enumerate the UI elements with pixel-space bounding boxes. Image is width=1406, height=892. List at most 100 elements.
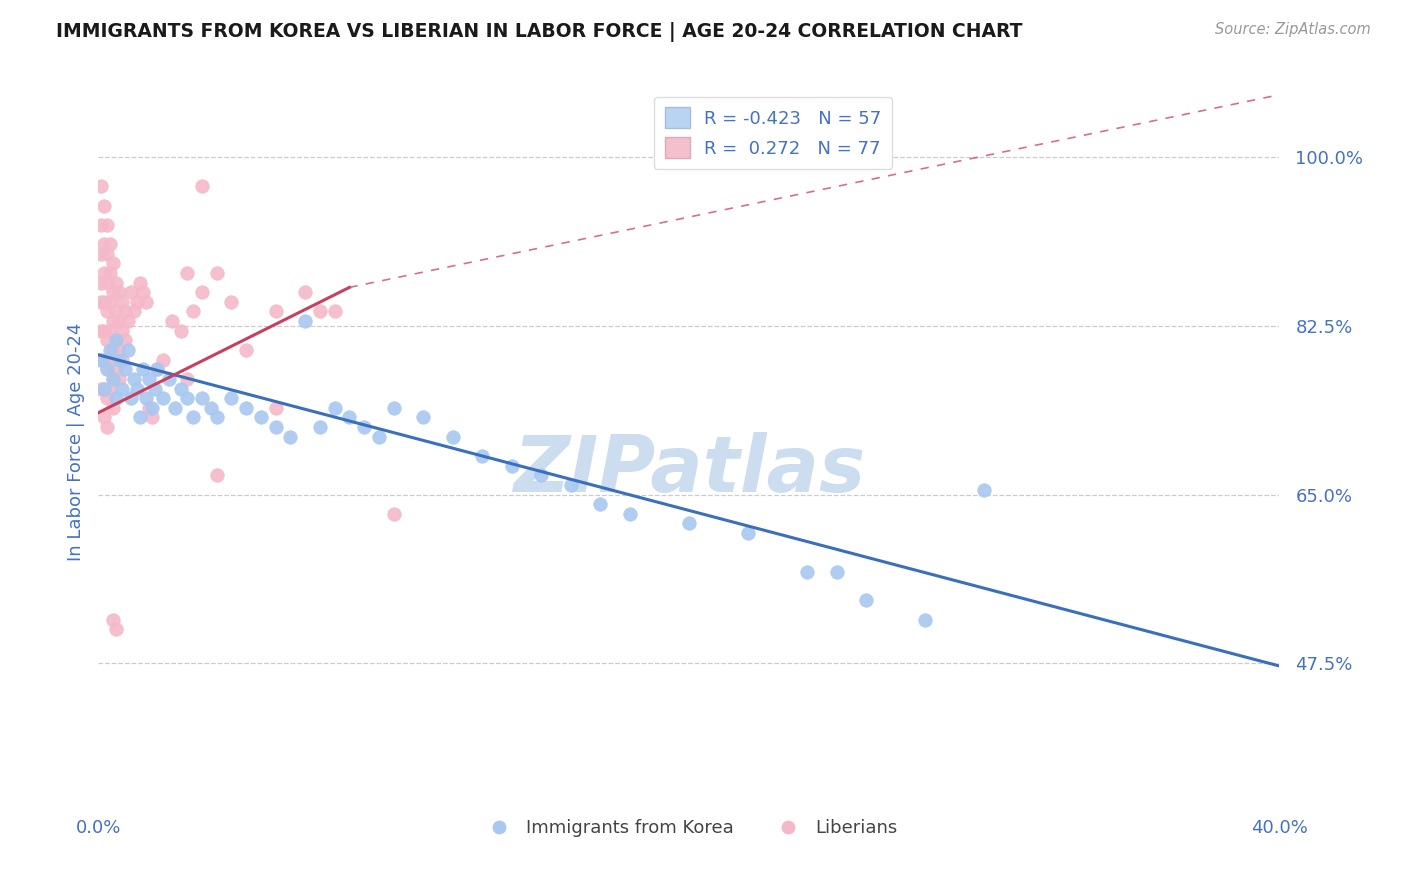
Y-axis label: In Labor Force | Age 20-24: In Labor Force | Age 20-24 [66,322,84,561]
Point [96,362,118,376]
Point [135,294,157,309]
Point [264,401,287,415]
Point [152,352,174,367]
Point [132,285,155,300]
Point [441,430,464,444]
Point [93,382,115,396]
Point [105,623,128,637]
Point [125,294,148,309]
Point [589,497,612,511]
Point [103,256,125,270]
Point [309,420,332,434]
Point [93,382,115,396]
Point [191,391,214,405]
Point [181,304,204,318]
Point [90,324,112,338]
Point [105,334,128,348]
Point [221,391,243,405]
Point [323,304,346,318]
Point [294,314,316,328]
Point [96,420,118,434]
Point [235,343,257,357]
Point [90,276,112,290]
Point [93,410,115,425]
Point [90,382,112,396]
Point [825,565,848,579]
Point [117,314,139,328]
Point [114,304,136,318]
Point [98,324,121,338]
Text: ZIPatlas: ZIPatlas [513,433,865,508]
Point [90,179,112,194]
Point [128,410,150,425]
Point [796,565,818,579]
Point [98,382,121,396]
Point [103,372,125,386]
Point [146,362,169,376]
Point [471,449,494,463]
Point [108,372,131,386]
Point [111,352,134,367]
Point [135,391,157,405]
Point [170,324,193,338]
Point [120,391,142,405]
Point [619,507,641,521]
Point [914,613,936,627]
Text: Source: ZipAtlas.com: Source: ZipAtlas.com [1215,22,1371,37]
Point [560,478,582,492]
Point [855,593,877,607]
Point [165,401,187,415]
Point [294,285,316,300]
Point [191,285,214,300]
Point [108,285,131,300]
Point [146,362,169,376]
Point [111,324,134,338]
Point [105,362,128,376]
Point [117,343,139,357]
Point [138,372,160,386]
Point [93,294,115,309]
Legend: Immigrants from Korea, Liberians: Immigrants from Korea, Liberians [474,812,904,845]
Point [93,237,115,252]
Point [125,382,148,396]
Point [108,314,131,328]
Point [176,391,198,405]
Point [105,276,128,290]
Point [90,246,112,260]
Point [141,401,163,415]
Point [176,266,198,280]
Point [108,343,131,357]
Point [501,458,523,473]
Point [132,362,155,376]
Point [191,179,214,194]
Point [221,294,243,309]
Point [103,285,125,300]
Point [93,198,115,212]
Point [382,507,405,521]
Point [170,382,193,396]
Point [280,430,302,444]
Point [309,304,332,318]
Point [353,420,375,434]
Point [122,304,145,318]
Point [152,391,174,405]
Point [93,352,115,367]
Point [98,266,121,280]
Point [382,401,405,415]
Point [141,410,163,425]
Point [90,352,112,367]
Point [96,391,118,405]
Point [114,362,136,376]
Point [138,401,160,415]
Point [96,362,118,376]
Point [105,391,128,405]
Point [98,237,121,252]
Point [96,304,118,318]
Point [103,343,125,357]
Point [737,526,759,541]
Text: IMMIGRANTS FROM KOREA VS LIBERIAN IN LABOR FORCE | AGE 20-24 CORRELATION CHART: IMMIGRANTS FROM KOREA VS LIBERIAN IN LAB… [56,22,1022,42]
Point [98,343,121,357]
Point [181,410,204,425]
Point [98,352,121,367]
Point [530,468,553,483]
